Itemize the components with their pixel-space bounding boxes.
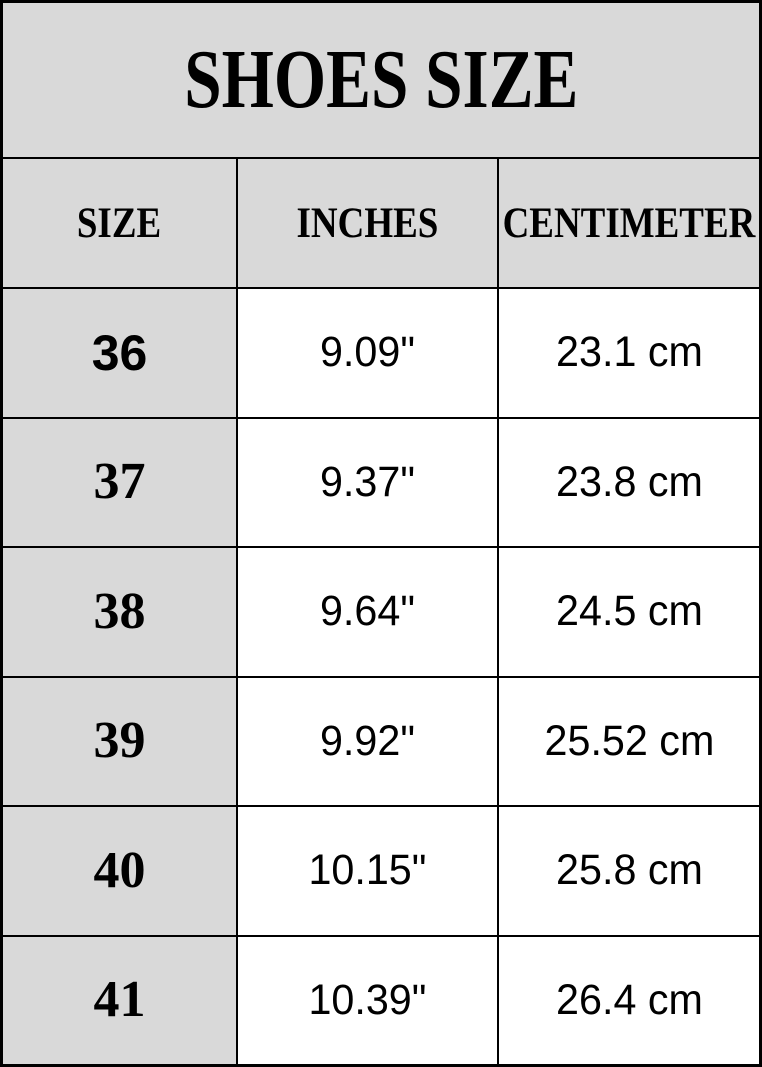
inches-value: 9.92" [319, 716, 416, 765]
centimeter-value: 23.1 cm [555, 328, 703, 377]
inches-cell: 10.15" [238, 807, 497, 935]
column-header-inches: INCHES [238, 159, 497, 287]
centimeter-value: 23.8 cm [555, 457, 703, 506]
inches-cell: 9.64" [238, 548, 497, 676]
size-cell: 41 [3, 936, 236, 1064]
inches-cell: 10.39" [238, 936, 497, 1064]
column-header-size: SIZE [3, 159, 236, 287]
centimeter-value: 25.8 cm [555, 846, 703, 895]
centimeter-value: 25.52 cm [544, 716, 714, 765]
inches-cell: 9.09" [238, 289, 497, 417]
size-value: 36 [91, 324, 148, 381]
inches-cell: 9.37" [238, 418, 497, 546]
size-value: 40 [93, 841, 146, 899]
size-value: 41 [93, 971, 146, 1029]
chart-title: SHOES SIZE [183, 33, 579, 126]
centimeter-cell: 26.4 cm [499, 936, 759, 1064]
size-cell: 39 [3, 677, 236, 805]
size-cell: 40 [3, 807, 236, 935]
size-value: 37 [93, 453, 146, 511]
inches-value: 9.37" [319, 457, 416, 506]
centimeter-cell: 24.5 cm [499, 548, 759, 676]
table-title-cell: SHOES SIZE [3, 3, 759, 157]
size-cell: 37 [3, 418, 236, 546]
size-value: 38 [93, 582, 146, 640]
centimeter-value: 26.4 cm [555, 975, 703, 1024]
inches-value: 9.64" [319, 587, 416, 636]
inches-cell: 9.92" [238, 677, 497, 805]
size-cell: 36 [3, 289, 236, 417]
centimeter-cell: 23.8 cm [499, 418, 759, 546]
column-header-centimeter-label: CENTIMETER [502, 199, 756, 247]
inches-value: 10.39" [308, 975, 427, 1024]
centimeter-cell: 23.1 cm [499, 289, 759, 417]
size-value: 39 [93, 712, 146, 770]
centimeter-value: 24.5 cm [555, 587, 703, 636]
centimeter-cell: 25.52 cm [499, 677, 759, 805]
column-header-centimeter: CENTIMETER [499, 159, 759, 287]
column-header-size-label: SIZE [77, 199, 162, 247]
inches-value: 9.09" [319, 328, 416, 377]
inches-value: 10.15" [308, 846, 427, 895]
centimeter-cell: 25.8 cm [499, 807, 759, 935]
column-header-inches-label: INCHES [296, 199, 439, 247]
size-cell: 38 [3, 548, 236, 676]
